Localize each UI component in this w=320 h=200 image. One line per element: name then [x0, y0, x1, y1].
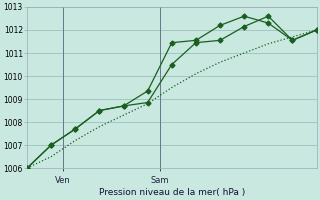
X-axis label: Pression niveau de la mer( hPa ): Pression niveau de la mer( hPa ) [99, 188, 245, 197]
